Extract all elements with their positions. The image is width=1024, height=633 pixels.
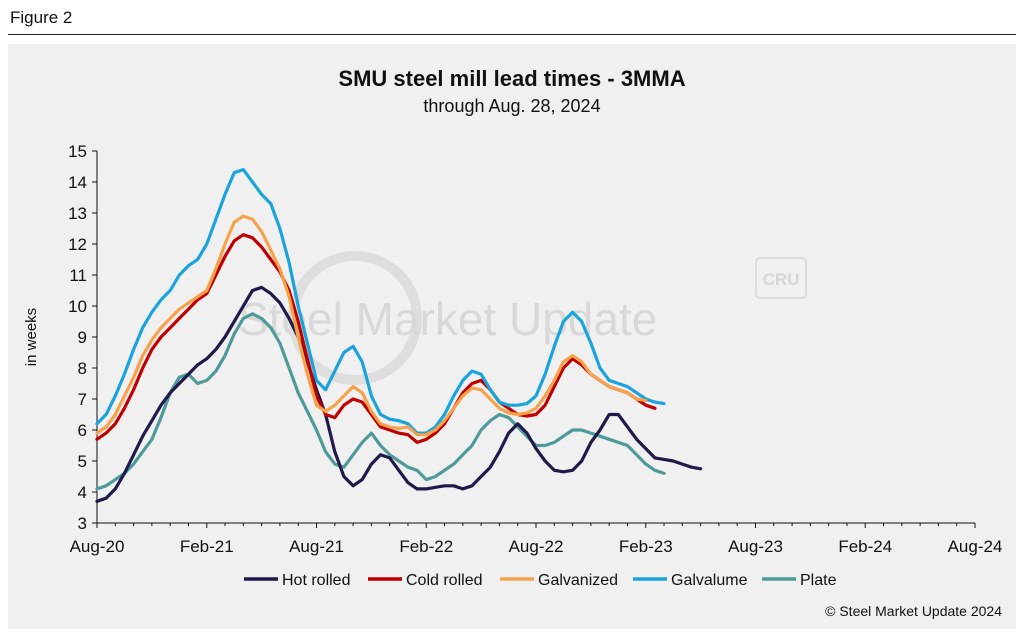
figure-rule <box>8 34 1016 35</box>
y-axis-label: in weeks <box>23 308 40 366</box>
x-tick-label: Aug-23 <box>728 537 783 556</box>
chart-title: SMU steel mill lead times - 3MMA <box>338 66 685 91</box>
x-tick-label: Feb-24 <box>838 537 892 556</box>
y-tick-label: 9 <box>78 328 87 347</box>
x-tick-label: Aug-24 <box>948 537 1003 556</box>
x-tick-label: Feb-22 <box>399 537 453 556</box>
watermark: Steel Market Update CRU <box>238 251 807 385</box>
y-tick-label: 12 <box>68 235 87 254</box>
axes: 3 4 5 6 7 8 9 10 11 12 13 14 15 Aug-20 Feb-21 Aug-21 Feb… <box>68 142 1002 556</box>
watermark-badge-icon <box>755 257 807 299</box>
chart-subtitle: through Aug. 28, 2024 <box>423 96 600 116</box>
legend-label: Plate <box>800 572 837 589</box>
series-line-plate <box>95 312 666 491</box>
x-tick-label: Aug-22 <box>509 537 564 556</box>
y-tick-label: 6 <box>78 421 87 440</box>
y-tick-label: 3 <box>78 514 87 533</box>
legend-item-plate: Plate <box>762 572 837 589</box>
legend-item-galvalume: Galvalume <box>633 572 748 589</box>
y-tick-label: 5 <box>78 452 87 471</box>
y-tick-label: 4 <box>78 483 87 502</box>
x-tick-label: Aug-20 <box>70 537 125 556</box>
y-tick-label: 14 <box>68 173 87 192</box>
chart-panel <box>8 44 1016 629</box>
x-tick-label: Feb-23 <box>619 537 673 556</box>
x-tick-label: Feb-21 <box>180 537 234 556</box>
legend-label: Hot rolled <box>282 572 350 589</box>
legend: Hot rolled Cold rolled Galvanized Galvalume… <box>244 572 837 589</box>
y-tick-label: 10 <box>68 297 87 316</box>
copyright-text: © Steel Market Update 2024 <box>825 603 1002 619</box>
series-line-galvalume <box>95 168 666 435</box>
legend-item-hot-rolled: Hot rolled <box>244 572 350 589</box>
series-layer <box>95 168 703 503</box>
y-tick-label: 7 <box>78 390 87 409</box>
x-tick-label: Aug-21 <box>289 537 344 556</box>
series-line-galvanized <box>95 214 648 437</box>
legend-item-galvanized: Galvanized <box>500 572 618 589</box>
series-line-hot-rolled <box>95 285 703 503</box>
y-tick-label: 13 <box>68 204 87 223</box>
legend-label: Cold rolled <box>406 572 482 589</box>
figure-label: Figure 2 <box>10 8 73 27</box>
y-tick-label: 11 <box>69 266 87 285</box>
legend-item-cold-rolled: Cold rolled <box>368 572 482 589</box>
series-line-cold-rolled <box>95 233 657 444</box>
watermark-badge-text: CRU <box>763 270 800 289</box>
legend-label: Galvanized <box>538 572 618 589</box>
y-tick-label: 15 <box>68 142 87 161</box>
legend-label: Galvalume <box>671 572 748 589</box>
y-tick-label: 8 <box>78 359 87 378</box>
